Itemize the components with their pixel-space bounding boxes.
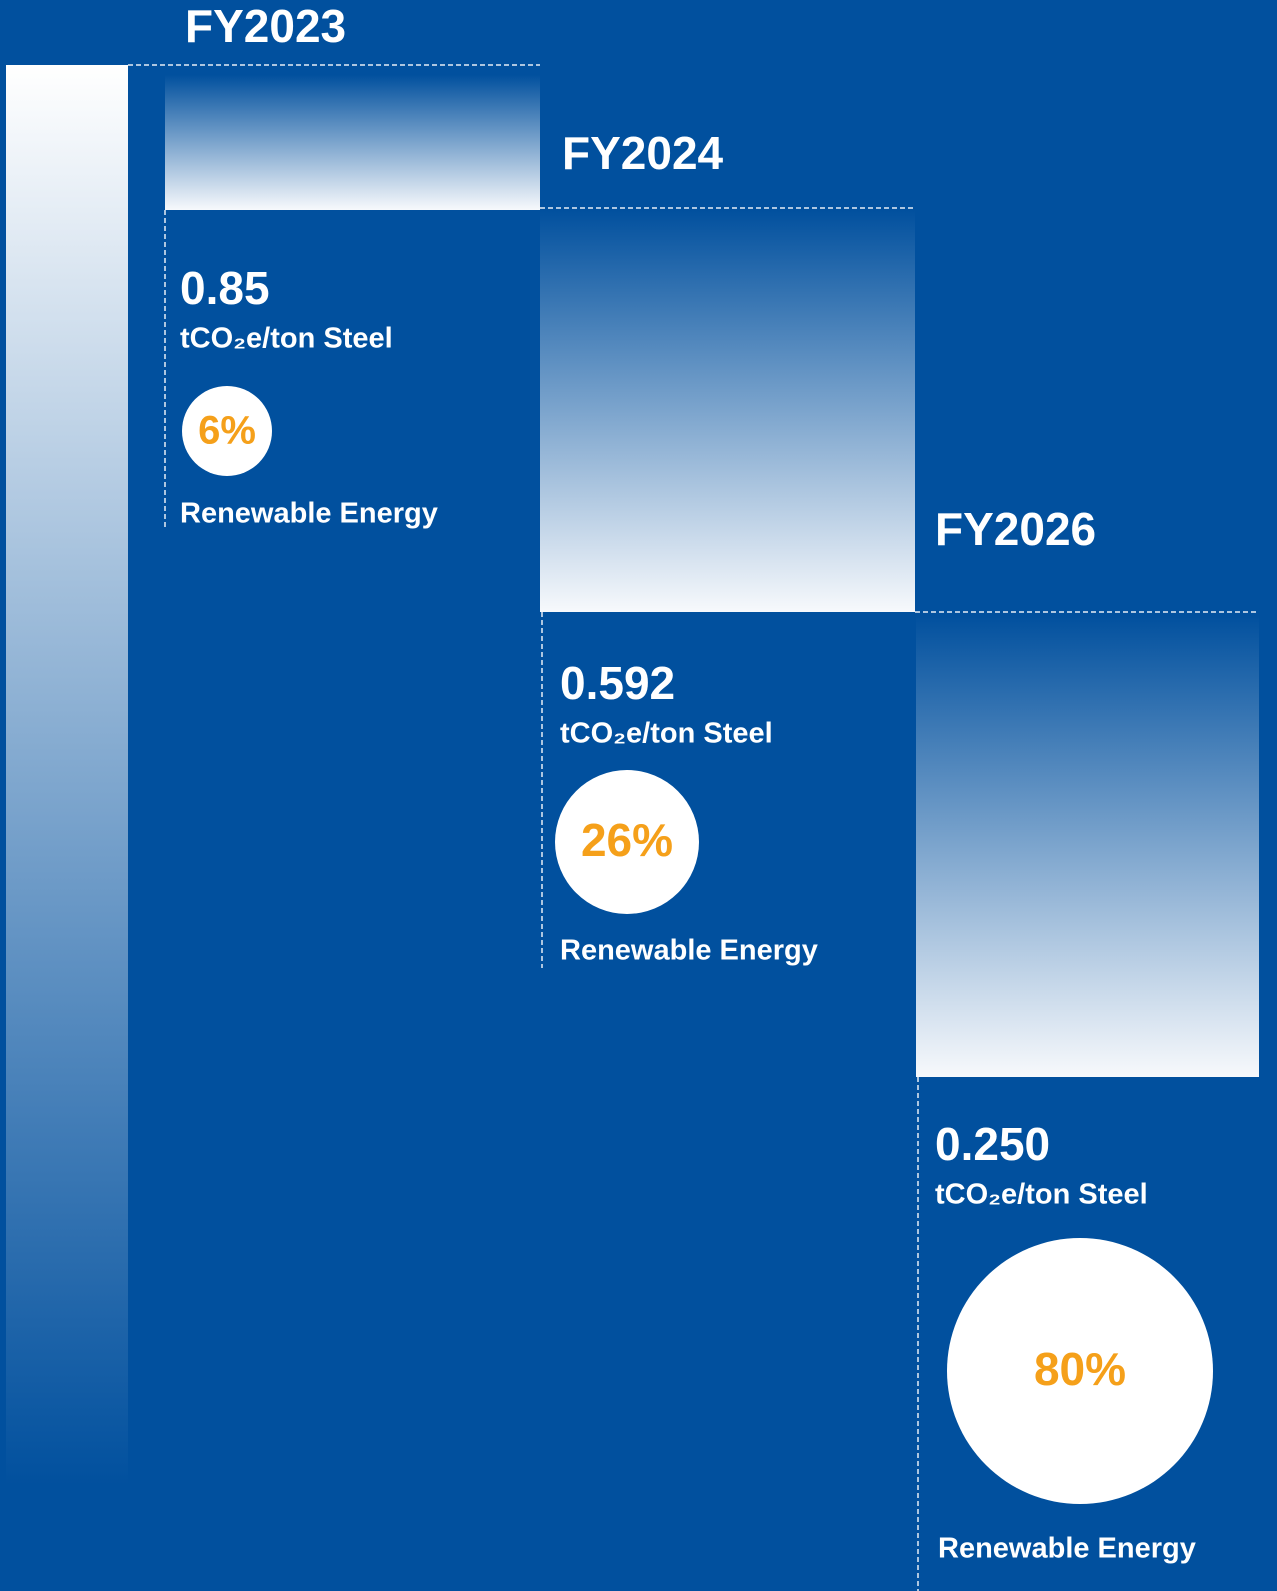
step-gradient <box>540 210 915 612</box>
renewable-circle <box>947 1238 1213 1504</box>
renewable-label: Renewable Energy <box>938 1533 1196 1565</box>
intensity-unit: tCO₂e/ton Steel <box>560 718 773 750</box>
step-gradient <box>165 75 540 210</box>
renewable-percent: 6% <box>198 409 256 453</box>
steps: FY2023 0.85 tCO₂e/ton Steel 6% Renewable Ene… <box>128 0 1259 1591</box>
intensity-unit: tCO₂e/ton Steel <box>935 1179 1148 1211</box>
year-label: FY2026 <box>935 503 1096 555</box>
renewable-percent: 26% <box>581 814 673 866</box>
intensity-value: 0.250 <box>935 1118 1050 1170</box>
renewable-percent: 80% <box>1034 1343 1126 1395</box>
renewable-circle <box>182 386 272 476</box>
intensity-value: 0.592 <box>560 657 675 709</box>
year-label: FY2023 <box>185 0 346 52</box>
intensity-value: 0.85 <box>180 262 270 314</box>
renewable-label: Renewable Energy <box>560 935 818 967</box>
renewable-circle <box>555 770 699 914</box>
year-label: FY2024 <box>562 127 724 179</box>
intensity-unit: tCO₂e/ton Steel <box>180 323 393 355</box>
trend-bar <box>6 65 128 1485</box>
step-gradient <box>916 615 1259 1077</box>
renewable-label: Renewable Energy <box>180 498 438 530</box>
